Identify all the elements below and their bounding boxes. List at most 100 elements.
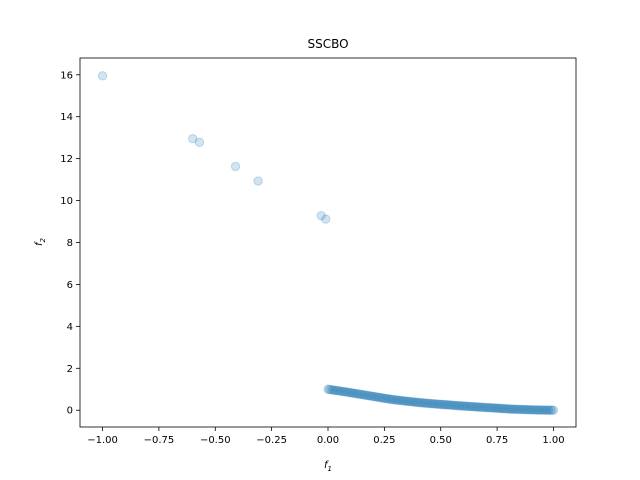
data-point [465, 401, 475, 412]
data-point [526, 405, 536, 415]
data-point [383, 394, 394, 404]
data-point [400, 396, 410, 406]
data-point [373, 392, 383, 402]
data-point [406, 396, 416, 407]
data-point [349, 388, 359, 398]
data-point [533, 405, 544, 415]
data-point [438, 399, 448, 410]
data-point [392, 395, 403, 405]
data-point [359, 390, 370, 400]
data-point [538, 405, 548, 415]
data-point [454, 401, 465, 411]
data-point [498, 403, 509, 414]
plot-area-frame [79, 57, 577, 428]
data-point [515, 404, 525, 415]
data-point [347, 388, 357, 398]
data-point [194, 137, 205, 147]
data-point [386, 394, 397, 405]
data-point [518, 404, 528, 415]
data-point [338, 386, 348, 397]
chart-title: SSCBO [307, 37, 348, 51]
data-point [506, 404, 516, 414]
x-tick-label: 1.00 [542, 435, 564, 446]
y-tick-label: 12 [60, 154, 73, 165]
data-point [483, 402, 494, 413]
data-point [523, 404, 533, 415]
data-point [470, 402, 480, 412]
data-point [513, 404, 524, 415]
data-point [408, 397, 418, 407]
data-point [385, 394, 395, 404]
data-point [350, 388, 360, 399]
data-point [394, 395, 404, 406]
data-point [477, 402, 488, 412]
data-point [361, 390, 371, 400]
data-point [536, 405, 547, 415]
x-tick-label: 0.75 [486, 435, 508, 446]
data-point [488, 403, 498, 413]
data-point [436, 399, 447, 410]
data-point [364, 390, 374, 401]
data-point [509, 404, 519, 414]
data-point [345, 387, 356, 398]
data-point [541, 405, 551, 415]
data-point [336, 386, 347, 396]
data-point [479, 402, 489, 413]
data-point [547, 405, 557, 415]
x-tick-label: 0.25 [373, 435, 395, 446]
data-point [530, 405, 540, 415]
y-tick-label: 4 [67, 322, 73, 333]
y-tick-label: 0 [67, 406, 73, 417]
data-point [448, 400, 459, 411]
data-points [97, 71, 559, 415]
data-point [451, 400, 462, 411]
data-point [468, 401, 478, 412]
data-point [430, 399, 441, 409]
data-point [230, 161, 241, 172]
y-tick-label: 2 [67, 364, 73, 375]
data-point [405, 396, 415, 407]
data-point [327, 385, 338, 395]
data-point [467, 401, 477, 412]
data-point [491, 403, 501, 413]
data-point [432, 399, 442, 409]
data-point [474, 402, 485, 412]
data-point [482, 402, 492, 413]
data-point [389, 395, 400, 405]
data-point [457, 401, 468, 411]
data-point [97, 71, 108, 81]
x-tick-label: −0.25 [256, 435, 287, 446]
data-point [441, 400, 451, 410]
data-point [459, 401, 469, 411]
data-point [326, 385, 336, 395]
data-point [353, 389, 363, 399]
data-point [426, 398, 436, 409]
data-point [427, 398, 438, 409]
data-point [501, 404, 512, 414]
data-point [476, 402, 486, 412]
data-point [377, 393, 388, 403]
data-point [520, 404, 530, 415]
y-tick-label: 6 [67, 280, 73, 291]
data-point [418, 398, 429, 408]
data-point [516, 404, 527, 415]
x-tick-label: 0.50 [430, 435, 452, 446]
data-point [403, 396, 413, 407]
x-axis-label: f1 [324, 460, 332, 473]
data-point [395, 395, 406, 406]
data-point [460, 401, 471, 411]
data-point [447, 400, 457, 410]
data-point [420, 398, 430, 408]
data-point [329, 385, 339, 395]
x-tick-label: −1.00 [87, 435, 118, 446]
data-point [453, 400, 463, 411]
data-point [188, 134, 198, 144]
data-point [409, 397, 419, 407]
data-point [411, 397, 421, 407]
data-point [492, 403, 503, 413]
data-point [495, 403, 506, 414]
data-point [512, 404, 522, 414]
data-point [397, 395, 407, 406]
data-point [368, 391, 379, 402]
